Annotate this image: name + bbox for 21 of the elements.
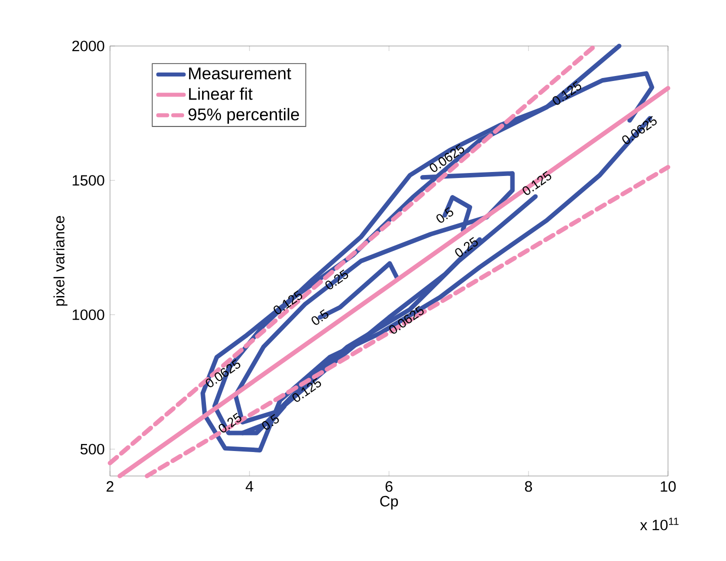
- x-tick-label: 8: [525, 481, 532, 492]
- annotation: 0.5: [436, 207, 454, 223]
- x-axis-title: Cp: [380, 496, 398, 510]
- legend-label: 95% percentile: [188, 108, 299, 124]
- annotation: 0.5: [312, 309, 328, 325]
- y-tick-label: 2000: [72, 40, 104, 52]
- legend-label: Measurement: [189, 68, 292, 80]
- annotation: 0.25: [455, 237, 478, 257]
- y-tick-label: 500: [80, 444, 104, 454]
- y-tick-label: 1000: [72, 309, 104, 320]
- x-tick-label: 6: [386, 481, 392, 492]
- x-tick-label: 10: [660, 481, 676, 492]
- x-tick-label: 4: [246, 481, 254, 492]
- y-axis-title: pixel variance: [53, 216, 68, 306]
- annotation: 0.25: [325, 270, 348, 290]
- annotation: 0.5: [262, 414, 279, 430]
- y-tick-label: 1500: [72, 175, 104, 186]
- x-tick-label: 2: [106, 481, 114, 492]
- legend-label: Linear fit: [189, 87, 253, 100]
- annotation: 0.25: [218, 412, 242, 433]
- text: x 10$^{11}$: [640, 518, 679, 530]
